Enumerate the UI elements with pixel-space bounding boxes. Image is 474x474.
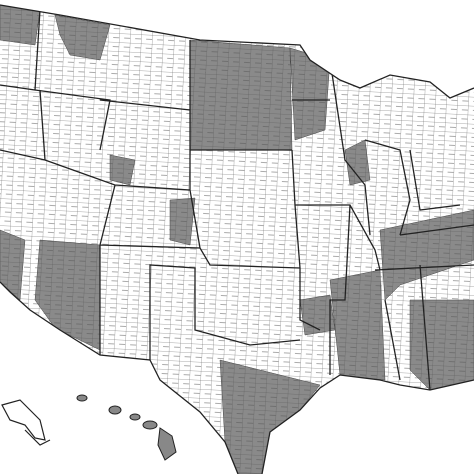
- hawaii: [76, 394, 177, 461]
- state-borders: [0, 9, 474, 391]
- coastline: [0, 4, 474, 474]
- alaska: [1, 399, 51, 446]
